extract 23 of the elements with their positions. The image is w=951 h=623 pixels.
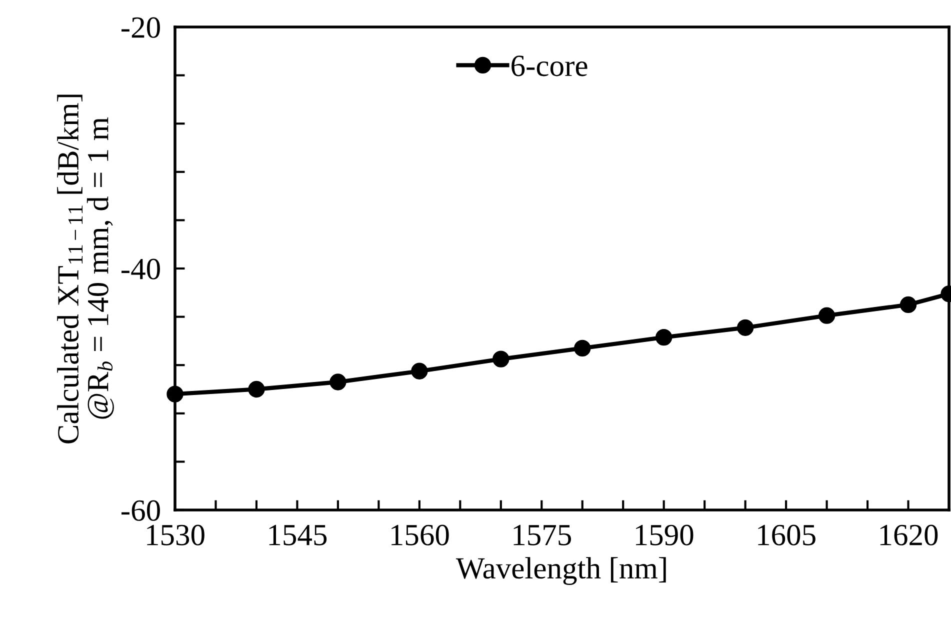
- point: [330, 374, 346, 390]
- point: [248, 380, 265, 398]
- x-axis-title: Wavelength [nm]: [456, 557, 666, 585]
- point: [492, 350, 510, 368]
- point: [574, 340, 591, 357]
- x-tick-label: 1545: [269, 524, 327, 546]
- point: [736, 319, 754, 336]
- point: [818, 307, 836, 324]
- x-tick-label: 1620: [880, 524, 938, 546]
- point: [411, 362, 428, 380]
- text: Calculated XT$_{11−11}$ [dB/km] @R$_{b}$ = 140 mm, d = 1 m: [57, 94, 114, 444]
- x-tick-label: 1590: [636, 524, 694, 546]
- x-tick-label: 1560: [392, 524, 449, 546]
- point: [900, 296, 917, 314]
- legend-label: 6-core: [512, 56, 588, 76]
- x-tick-label: 1530: [147, 524, 204, 546]
- y-tick-label: -20: [122, 17, 160, 38]
- x-tick-label: 1605: [758, 524, 816, 546]
- y-tick-label: -60: [122, 500, 160, 521]
- point: [656, 328, 672, 346]
- x-tick-label: 1575: [514, 524, 571, 546]
- point: [166, 386, 184, 402]
- y-tick-label: -40: [122, 258, 160, 280]
